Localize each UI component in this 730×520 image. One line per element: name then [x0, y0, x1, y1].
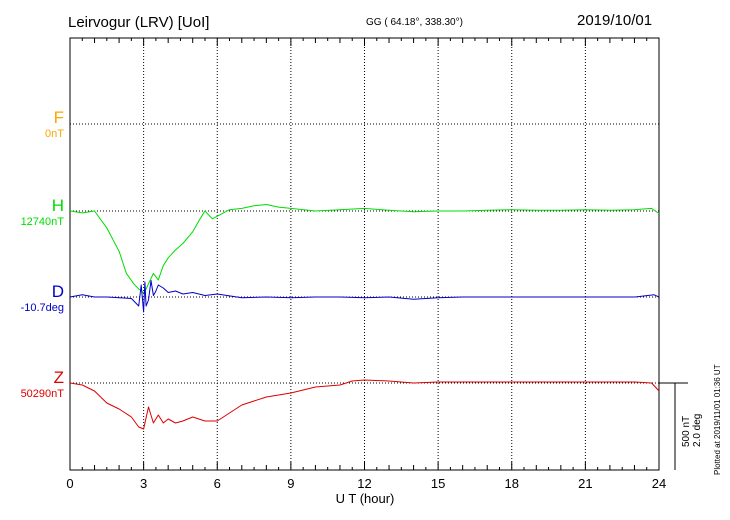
- channel-name: F: [53, 108, 64, 127]
- channel-label-f: F 0nT: [0, 108, 64, 140]
- x-tick-label: 15: [431, 476, 445, 491]
- x-tick-label: 18: [505, 476, 519, 491]
- channel-baseline: 50290nT: [20, 388, 64, 400]
- x-tick-label: 9: [287, 476, 294, 491]
- channel-label-h: H 12740nT: [0, 196, 64, 228]
- plotted-timestamp: Plotted at 2019/11/01 01:36 UT: [713, 364, 722, 475]
- channel-name: H: [51, 196, 64, 215]
- scale-label-deg: 2.0 deg: [692, 413, 703, 447]
- channel-baseline: -10.7deg: [20, 302, 64, 314]
- axis-ticks: 0 3 6 9 12 15 18 21 24: [66, 38, 666, 491]
- series-line-d: [69, 280, 660, 313]
- x-tick-label: 24: [652, 476, 666, 491]
- scale-bar: [659, 382, 688, 470]
- station-title: Leirvogur (LRV) [UoI]: [68, 14, 210, 31]
- x-tick-label: 3: [140, 476, 147, 491]
- x-tick-label: 0: [66, 476, 73, 491]
- x-tick-label: 6: [214, 476, 221, 491]
- channel-baseline: 12740nT: [20, 216, 64, 228]
- series-line-z: [69, 379, 660, 430]
- x-tick-label: 12: [357, 476, 371, 491]
- scale-label-nt: 500 nT: [681, 415, 692, 447]
- channel-label-z: Z 50290nT: [0, 368, 64, 400]
- series-group: [69, 204, 660, 430]
- channel-label-d: D -10.7deg: [0, 282, 64, 314]
- x-axis-label: U T (hour): [335, 491, 395, 506]
- series-line-h: [69, 204, 660, 294]
- channel-name: D: [51, 282, 64, 301]
- x-tick-label: 21: [578, 476, 592, 491]
- channel-baseline: 0nT: [45, 128, 64, 140]
- channel-name: Z: [53, 368, 64, 387]
- grid: [70, 38, 659, 470]
- plot-date: 2019/10/01: [577, 12, 653, 29]
- station-coordinates: GG ( 64.18°, 338.30°): [366, 17, 463, 28]
